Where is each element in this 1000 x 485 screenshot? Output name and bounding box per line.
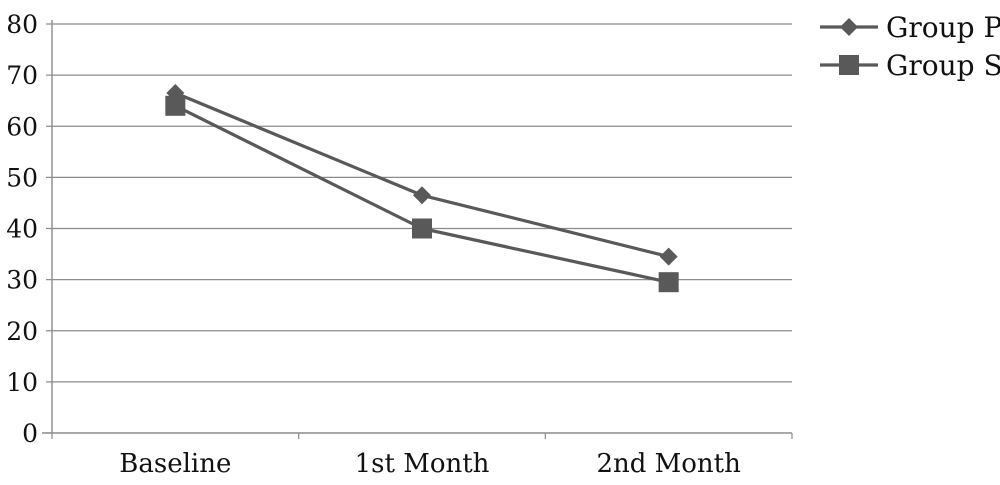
legend-diamond-marker [840,18,858,36]
square-marker [412,218,432,239]
x-tick-label: Baseline [119,449,231,479]
series-group-s [165,95,679,293]
y-tick-label: 60 [6,112,38,141]
y-tick-label: 80 [6,10,38,39]
legend-square-marker [839,55,859,75]
x-tick-label: 1st Month [355,449,490,479]
y-tick-label: 30 [6,266,38,295]
legend-label: Group P [886,11,1000,44]
diamond-marker [413,186,431,205]
square-marker [165,95,186,116]
legend: Group P Group S [820,11,1000,82]
x-tick-label: 2nd Month [596,449,741,479]
legend-item: Group P [820,11,1000,44]
diamond-marker [659,247,678,266]
y-tick-label: 0 [22,419,38,448]
y-tick-label: 70 [6,61,38,90]
y-tick-label: 40 [6,215,38,244]
gridlines [52,23,792,383]
axes: 0 10 20 30 40 50 60 70 80 Baseline 1st Month 2nd Mo… [6,10,793,479]
series-group-p [166,84,678,266]
legend-label: Group S [886,49,1000,82]
series-group [165,84,679,293]
square-marker [658,272,679,293]
legend-item: Group S [820,49,1000,82]
y-tick-label: 50 [6,163,38,192]
y-tick-label: 10 [6,368,38,397]
y-tick-label: 20 [6,317,38,346]
